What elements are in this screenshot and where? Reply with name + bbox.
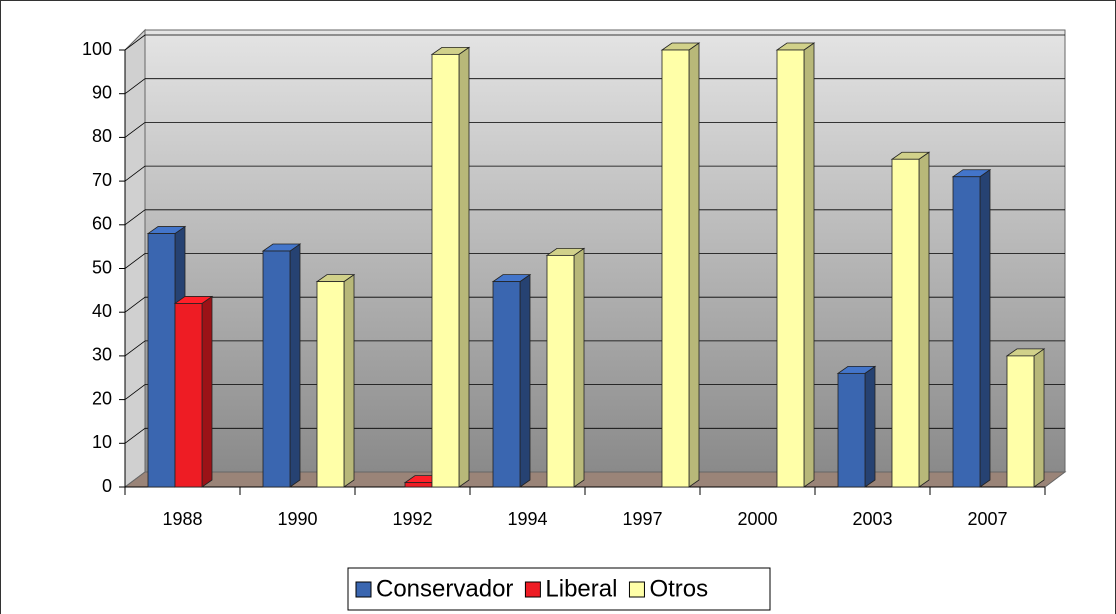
y-tick-label: 100 [82, 39, 112, 59]
x-tick-label: 2003 [852, 509, 892, 529]
bar-side [289, 243, 301, 488]
bar [952, 176, 981, 488]
bar [891, 158, 920, 488]
bar [776, 49, 805, 488]
grid-line-side [124, 384, 146, 400]
bar-group [261, 243, 302, 488]
grid-line-side [124, 253, 146, 269]
bar-group [491, 273, 532, 488]
bar [1006, 355, 1035, 488]
bar-group [173, 295, 214, 488]
y-tick-label: 80 [92, 126, 112, 146]
bar-side [688, 42, 700, 488]
bar-group [660, 42, 701, 488]
legend-label: Otros [649, 575, 708, 602]
bar-side [573, 247, 585, 488]
bar-group [545, 247, 586, 488]
y-tick-label: 90 [92, 82, 112, 102]
bar-group [890, 151, 931, 488]
bar [546, 254, 575, 488]
y-tick-label: 50 [92, 257, 112, 277]
bar-group [1005, 348, 1046, 488]
grid-line-side [124, 296, 146, 313]
grid-line-side [124, 78, 146, 95]
x-tick-label: 1994 [507, 509, 547, 529]
bar [174, 303, 203, 488]
bar [147, 233, 176, 488]
x-tick-label: 2007 [967, 509, 1007, 529]
bar-side [864, 365, 876, 488]
legend-swatch [628, 581, 645, 598]
y-tick-label: 70 [92, 170, 112, 190]
bar-group [836, 365, 877, 488]
y-tick-label: 10 [92, 432, 112, 452]
bar-side [343, 273, 355, 488]
bar [404, 482, 433, 488]
x-tick-label: 1990 [277, 509, 317, 529]
legend [347, 567, 771, 611]
bar-side [201, 295, 213, 488]
grid-line-side [124, 165, 146, 182]
grid-line-side [124, 34, 146, 51]
bar-side [519, 273, 531, 488]
bar [262, 250, 291, 488]
bar-side [1033, 348, 1045, 488]
y-tick-label: 0 [102, 476, 112, 496]
y-tick-label: 40 [92, 301, 112, 321]
bar-side [918, 151, 930, 488]
x-tick-label: 1992 [392, 509, 432, 529]
legend-swatch [524, 581, 541, 598]
bar-side [803, 42, 815, 488]
grid-line-side [124, 122, 146, 138]
x-tick-label: 1988 [162, 509, 202, 529]
bar-side [979, 168, 991, 488]
legend-swatch [355, 581, 372, 598]
y-tick-label: 20 [92, 388, 112, 408]
grid-line-side [124, 427, 146, 444]
bar-group [430, 46, 471, 488]
grid-line-side [124, 340, 146, 357]
side-wall [124, 28, 146, 488]
bar [431, 53, 460, 488]
bar [837, 372, 866, 488]
x-tick-label: 1997 [622, 509, 662, 529]
bar-group [775, 42, 816, 488]
legend-label: Liberal [545, 575, 617, 602]
legend-label: Conservador [376, 575, 513, 602]
bar-group [951, 168, 992, 488]
bar [661, 49, 690, 488]
y-tick-label: 30 [92, 345, 112, 365]
grid-line-side [124, 209, 146, 226]
bar [492, 281, 521, 488]
bar [316, 281, 345, 488]
bar-side [458, 46, 470, 488]
bar-group [315, 273, 356, 488]
x-tick-label: 2000 [737, 509, 777, 529]
y-tick-label: 60 [92, 214, 112, 234]
